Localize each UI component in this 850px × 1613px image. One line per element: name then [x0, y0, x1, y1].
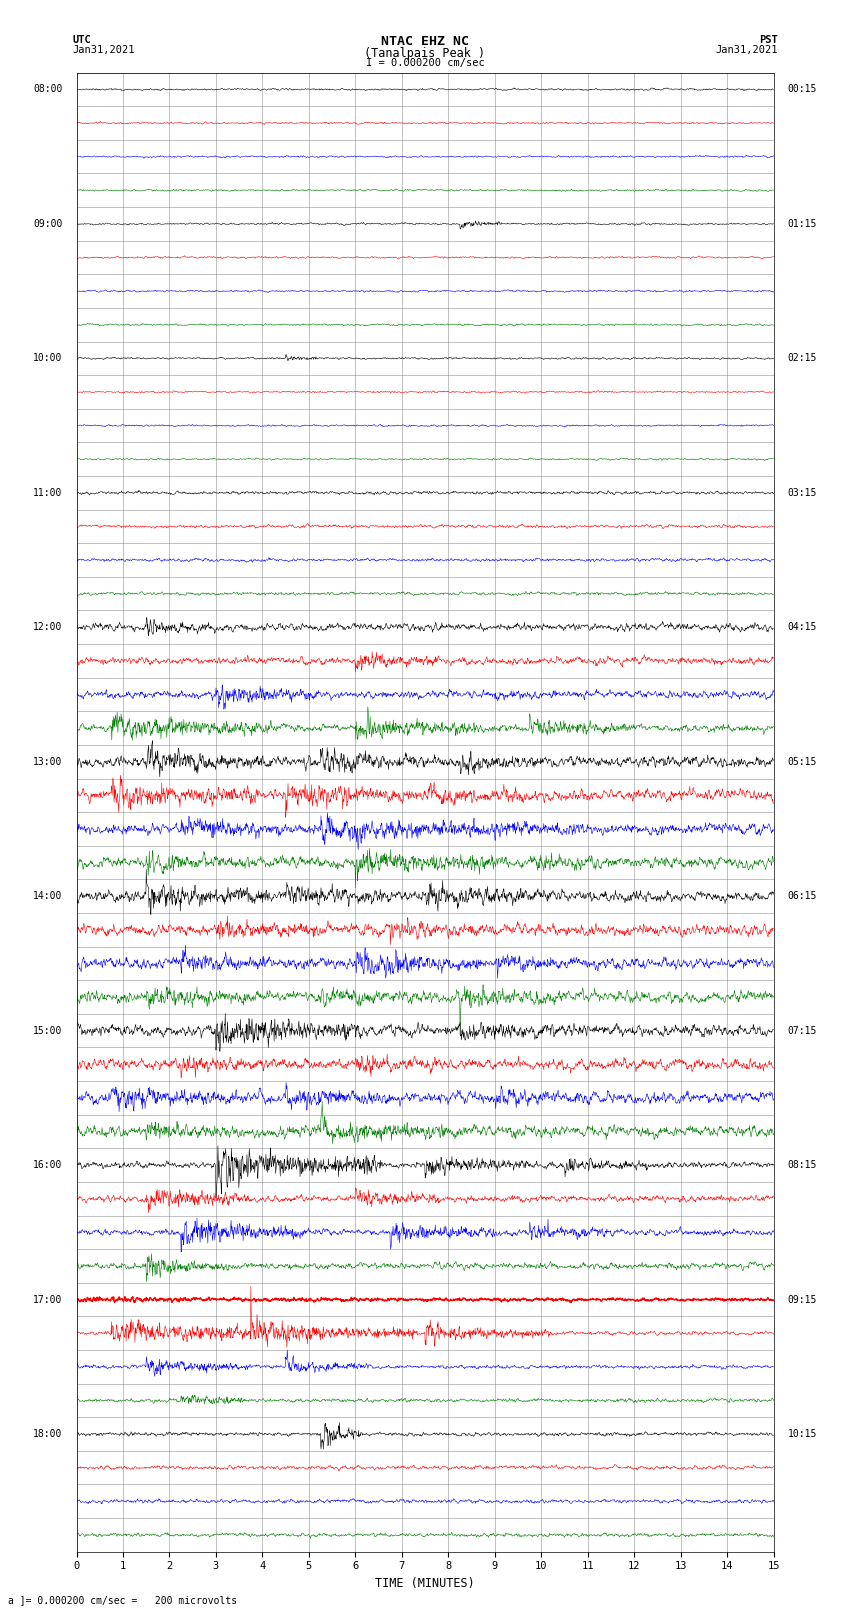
- Text: 10:15: 10:15: [787, 1429, 817, 1439]
- Text: (Tanalpais Peak ): (Tanalpais Peak ): [365, 47, 485, 60]
- Text: 18:00: 18:00: [33, 1429, 63, 1439]
- Text: PST: PST: [759, 35, 778, 45]
- Text: 15:00: 15:00: [33, 1026, 63, 1036]
- Text: I = 0.000200 cm/sec: I = 0.000200 cm/sec: [366, 58, 484, 68]
- Text: 14:00: 14:00: [33, 892, 63, 902]
- Text: 07:15: 07:15: [787, 1026, 817, 1036]
- Text: a ]= 0.000200 cm/sec =   200 microvolts: a ]= 0.000200 cm/sec = 200 microvolts: [8, 1595, 238, 1605]
- Text: 09:00: 09:00: [33, 219, 63, 229]
- Text: 11:00: 11:00: [33, 487, 63, 498]
- Text: 08:15: 08:15: [787, 1160, 817, 1169]
- Text: 03:15: 03:15: [787, 487, 817, 498]
- Text: 00:15: 00:15: [787, 84, 817, 95]
- Text: 12:00: 12:00: [33, 623, 63, 632]
- Text: Jan31,2021: Jan31,2021: [715, 45, 778, 55]
- Text: NTAC EHZ NC: NTAC EHZ NC: [381, 35, 469, 48]
- Text: 01:15: 01:15: [787, 219, 817, 229]
- Text: 10:00: 10:00: [33, 353, 63, 363]
- Text: 13:00: 13:00: [33, 756, 63, 766]
- Text: UTC: UTC: [72, 35, 91, 45]
- Text: 17:00: 17:00: [33, 1295, 63, 1305]
- Text: 06:15: 06:15: [787, 892, 817, 902]
- Text: 09:15: 09:15: [787, 1295, 817, 1305]
- Text: 04:15: 04:15: [787, 623, 817, 632]
- Text: Jan31,2021: Jan31,2021: [72, 45, 135, 55]
- Text: 05:15: 05:15: [787, 756, 817, 766]
- Text: 16:00: 16:00: [33, 1160, 63, 1169]
- Text: 08:00: 08:00: [33, 84, 63, 95]
- Text: 02:15: 02:15: [787, 353, 817, 363]
- X-axis label: TIME (MINUTES): TIME (MINUTES): [375, 1578, 475, 1590]
